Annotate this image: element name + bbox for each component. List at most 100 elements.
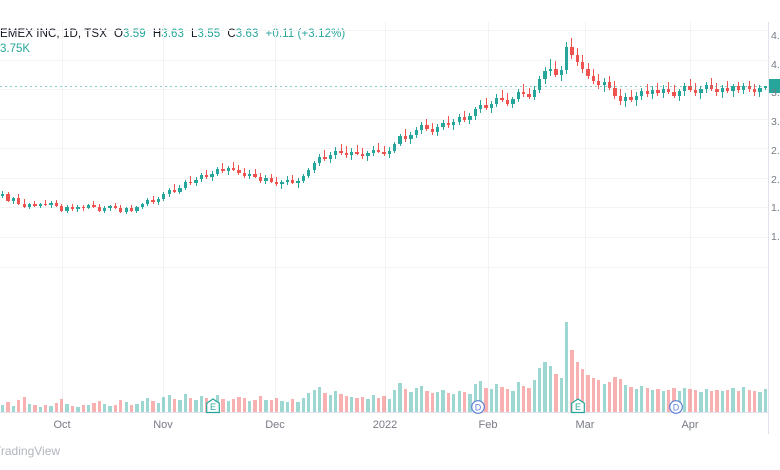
- volume-bar: [704, 388, 708, 412]
- candle-body: [742, 85, 746, 90]
- candle-body: [339, 150, 343, 154]
- legend-low-label: L: [191, 28, 198, 40]
- current-price-line: [0, 85, 768, 87]
- candle-body: [554, 69, 558, 75]
- candle-body: [205, 174, 209, 178]
- candle-body: [156, 199, 161, 203]
- candle-wick: [174, 184, 176, 194]
- candle-body: [736, 86, 741, 90]
- legend-low-value: 3.55: [197, 28, 221, 40]
- candle-body: [167, 189, 171, 195]
- candle-wick: [668, 81, 670, 95]
- candle-body: [704, 85, 708, 89]
- time-axis[interactable]: Oct Nov Dec 2022 Feb Mar Apr: [0, 412, 768, 439]
- volume-bar: [570, 349, 574, 412]
- candle-body: [634, 95, 639, 101]
- candle-wick: [711, 78, 713, 91]
- volume-bar: [146, 398, 150, 412]
- legend-interval[interactable]: 1D: [63, 28, 78, 40]
- volume-bar: [226, 400, 230, 412]
- volume-bar: [446, 392, 451, 412]
- volume-bar: [242, 398, 247, 412]
- current-price-badge: [769, 78, 780, 93]
- volume-bar: [720, 391, 724, 412]
- candle-wick: [276, 177, 278, 187]
- volume-bar: [371, 394, 375, 412]
- candle-body: [6, 193, 10, 202]
- volume-bar: [65, 404, 69, 412]
- earnings-marker[interactable]: E: [571, 398, 586, 414]
- candle-body: [693, 89, 698, 94]
- volume-bar: [726, 390, 730, 412]
- volume-bar: [183, 394, 187, 412]
- candle-body: [38, 203, 42, 206]
- candle-body: [629, 96, 633, 101]
- candle-body: [124, 208, 128, 212]
- price-axis[interactable]: 4.50 4.00 3.50 3.00 2.50 2.00 1.50 1.00: [768, 22, 780, 434]
- candle-body: [527, 94, 531, 97]
- volume-bar: [640, 386, 644, 412]
- volume-bar: [699, 391, 703, 412]
- volume-bar: [140, 400, 144, 412]
- volume-bar: [103, 404, 107, 412]
- volume-bar: [49, 406, 53, 412]
- gridline-horizontal: [0, 59, 768, 61]
- price-axis-label: 4.00: [771, 58, 780, 71]
- volume-bar: [151, 401, 155, 412]
- candle-body: [387, 150, 392, 155]
- volume-bar: [688, 389, 692, 412]
- candle-wick: [689, 79, 691, 93]
- candle-body: [581, 62, 585, 70]
- chart-plot-area[interactable]: [0, 22, 768, 412]
- legend-symbol[interactable]: EMEX INC: [0, 28, 57, 40]
- volume-bar: [548, 366, 553, 412]
- candle-body: [607, 81, 612, 88]
- candle-wick: [297, 178, 299, 188]
- gridline-horizontal: [0, 118, 768, 120]
- volume-bar: [1, 404, 5, 412]
- earnings-marker[interactable]: E: [206, 398, 221, 414]
- tradingview-watermark: TradingView: [0, 444, 61, 458]
- time-axis-label: 2022: [372, 419, 398, 431]
- candle-body: [495, 97, 499, 104]
- volume-bar: [307, 393, 311, 412]
- volume-bar: [672, 388, 676, 412]
- candle-body: [76, 207, 80, 210]
- volume-bar: [269, 399, 273, 412]
- volume-bar: [581, 368, 585, 412]
- candle-body: [162, 194, 166, 200]
- volume-bar: [113, 404, 118, 412]
- candle-body: [226, 168, 230, 172]
- candle-body: [135, 207, 139, 211]
- legend-exchange[interactable]: TSX: [84, 28, 107, 40]
- time-axis-label: Nov: [153, 419, 173, 431]
- chart-legend[interactable]: EMEX INC, 1D, TSX O3.59 H3.63 L3.55 C3.63 +0.…: [0, 28, 346, 40]
- volume-bar: [301, 398, 306, 412]
- volume-bar: [484, 387, 488, 412]
- volume-bar: [607, 382, 612, 412]
- dividend-marker[interactable]: D: [669, 399, 684, 414]
- candle-body: [140, 203, 144, 208]
- volume-bar: [441, 389, 445, 412]
- volume-bar: [468, 393, 472, 412]
- candle-body: [409, 134, 413, 140]
- volume-bar: [17, 400, 21, 412]
- volume-bar: [382, 396, 386, 412]
- candle-wick: [447, 116, 449, 128]
- candle-body: [366, 153, 370, 157]
- dividend-marker[interactable]: D: [471, 399, 486, 414]
- svg-text:D: D: [673, 402, 680, 412]
- candle-body: [215, 169, 220, 174]
- volume-bar: [156, 403, 161, 412]
- volume-bar: [521, 386, 526, 412]
- volume-bar: [231, 399, 236, 412]
- legend-open-label: O: [113, 28, 124, 40]
- volume-bar: [199, 396, 204, 412]
- candle-body: [70, 207, 75, 210]
- candle-wick: [152, 195, 154, 204]
- volume-bar: [500, 386, 504, 412]
- volume-bar: [350, 397, 354, 412]
- candle-wick: [340, 143, 342, 156]
- volume-bar: [436, 391, 440, 412]
- volume-bar: [253, 400, 257, 412]
